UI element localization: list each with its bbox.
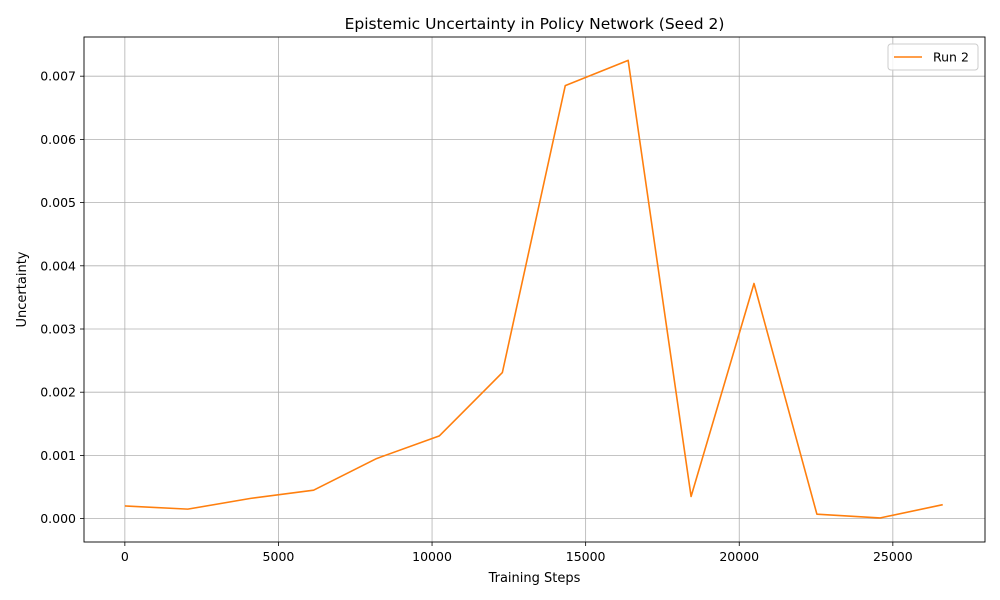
x-tick-label: 15000 bbox=[566, 549, 606, 564]
y-tick-label: 0.006 bbox=[40, 132, 76, 147]
grid bbox=[84, 37, 985, 542]
y-tick-label: 0.001 bbox=[40, 448, 76, 463]
series-line-1 bbox=[124, 59, 943, 519]
y-tick-label: 0.002 bbox=[40, 385, 76, 400]
y-tick-label: 0.003 bbox=[40, 322, 76, 337]
y-tick-label: 0.004 bbox=[40, 258, 76, 273]
x-tick-label: 10000 bbox=[412, 549, 452, 564]
x-tick-label: 5000 bbox=[263, 549, 295, 564]
y-axis-ticks: 0.000 0.001 0.002 0.003 0.004 0.005 0.006 0.007 bbox=[40, 69, 84, 526]
x-tick-label: 0 bbox=[121, 549, 129, 564]
series-layer bbox=[124, 59, 943, 519]
legend-label: Run 2 bbox=[933, 50, 969, 65]
legend-box bbox=[887, 43, 979, 71]
y-axis-label: Uncertainty bbox=[15, 251, 30, 327]
x-axis-label: Training Steps bbox=[488, 571, 581, 586]
y-tick-label: 0.005 bbox=[40, 195, 76, 210]
y-tick-label: 0.000 bbox=[40, 511, 76, 526]
x-tick-label: 25000 bbox=[873, 549, 913, 564]
plot-frame bbox=[83, 36, 986, 543]
y-tick-label: 0.007 bbox=[40, 69, 76, 84]
x-tick-label: 20000 bbox=[719, 549, 759, 564]
legend: Run 2 bbox=[887, 43, 979, 71]
x-axis-ticks: 0 5000 10000 15000 20000 25000 bbox=[121, 542, 913, 564]
chart-title: Epistemic Uncertainty in Policy Network … bbox=[345, 15, 725, 33]
